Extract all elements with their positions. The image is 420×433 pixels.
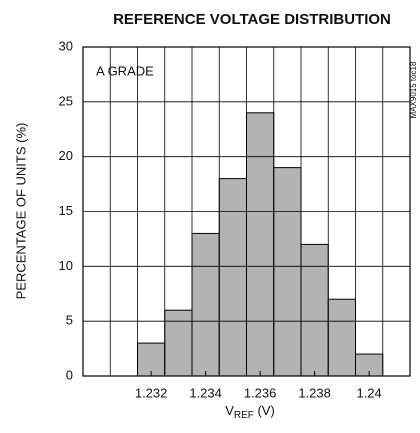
- bar: [246, 112, 275, 377]
- bar: [218, 178, 247, 377]
- bar: [191, 232, 220, 377]
- bar: [273, 167, 302, 377]
- y-axis-label: PERCENTAGE OF UNITS (%): [13, 123, 28, 300]
- y-tick-label: 10: [59, 258, 73, 273]
- y-tick-label: 25: [59, 93, 73, 108]
- bar: [164, 309, 193, 377]
- x-label-main: V: [225, 403, 234, 418]
- chart-title: REFERENCE VOLTAGE DISTRIBUTION: [113, 11, 391, 28]
- y-tick-label: 15: [59, 203, 73, 218]
- side-note: MAX9015 toc18: [409, 61, 418, 118]
- x-tick-label: 1.24: [356, 385, 381, 400]
- x-tick-label: 1.234: [189, 385, 222, 400]
- x-tick-label: 1.238: [298, 385, 331, 400]
- x-label-unit: (V): [254, 403, 275, 418]
- plot-frame: [82, 46, 411, 377]
- y-tick-label: 20: [59, 148, 73, 163]
- x-tick-label: 1.232: [135, 385, 168, 400]
- x-label-sub: REF: [234, 410, 254, 421]
- y-tick-label: 5: [66, 313, 73, 328]
- y-tick-label: 30: [59, 38, 73, 53]
- y-tick-label: 0: [66, 367, 73, 382]
- x-axis-label: VREF (V): [225, 403, 275, 420]
- annotation: A GRADE: [96, 63, 154, 78]
- bar: [327, 298, 356, 377]
- x-tick-label: 1.236: [244, 385, 277, 400]
- bar: [300, 243, 329, 377]
